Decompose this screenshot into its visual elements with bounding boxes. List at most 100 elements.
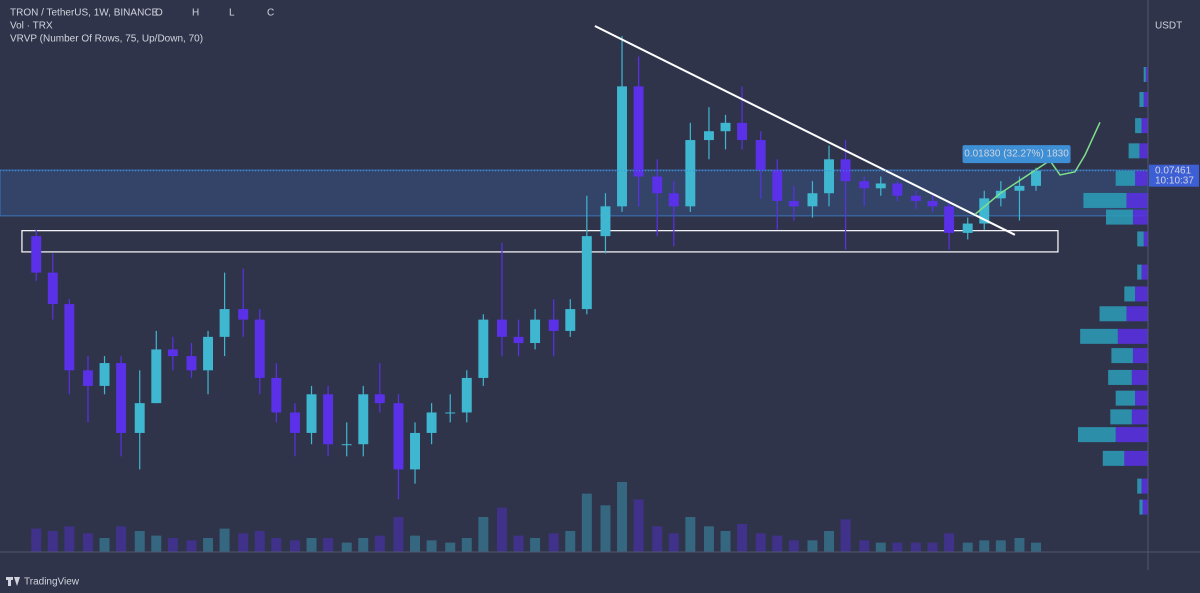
brand-logo xyxy=(6,577,20,586)
volume-bar xyxy=(374,535,385,552)
candle-body xyxy=(393,403,404,470)
vrvp-down xyxy=(1124,450,1148,466)
candle-body xyxy=(99,363,110,386)
volume-bar xyxy=(238,533,249,552)
vrvp-up xyxy=(1108,369,1132,385)
volume-bar xyxy=(47,531,58,552)
candle-body xyxy=(581,236,592,310)
vrvp-down xyxy=(1139,143,1148,159)
candle-body xyxy=(306,394,317,433)
candle-body xyxy=(840,159,851,182)
volume-bar xyxy=(617,482,627,552)
vrvp-down xyxy=(1131,369,1148,385)
volume-bar xyxy=(31,528,42,552)
zone xyxy=(0,169,1149,217)
vrvp-up xyxy=(1137,478,1142,494)
ohlc-letter: L xyxy=(229,8,235,19)
volume-bar xyxy=(1014,538,1025,552)
volume-bar xyxy=(910,542,921,552)
candle-body xyxy=(445,412,456,414)
candle-body xyxy=(134,403,145,433)
volume-bar xyxy=(859,540,870,552)
volume-bar xyxy=(788,540,799,552)
vrvp-label: VRVP (Number Of Rows, 75, Up/Down, 70) xyxy=(10,34,203,45)
candle-body xyxy=(151,349,162,404)
candle-body xyxy=(927,200,938,207)
candle-body xyxy=(859,181,870,189)
volume-bar xyxy=(290,540,300,552)
box xyxy=(21,230,1059,253)
volume-bar xyxy=(134,531,145,552)
vrvp-up xyxy=(1080,328,1118,344)
volume-bar xyxy=(306,538,317,552)
volume-bar xyxy=(393,517,404,552)
measure-label: 0.01830 (32.27%) 1830 xyxy=(964,149,1069,160)
candle-body xyxy=(824,159,834,194)
candle-body xyxy=(513,336,524,344)
candle-body xyxy=(875,183,886,189)
candle-body xyxy=(410,432,420,470)
candle-body xyxy=(323,394,334,445)
vrvp-down xyxy=(1132,348,1148,364)
vrvp-down xyxy=(1117,328,1148,344)
candle-body xyxy=(426,412,437,433)
vrvp-up xyxy=(1139,91,1144,107)
candle-body xyxy=(617,86,627,207)
candle-body xyxy=(530,319,541,344)
candle-body xyxy=(652,176,663,194)
candle-body xyxy=(31,236,42,273)
candle-body xyxy=(461,377,472,413)
volume-bar xyxy=(99,538,110,552)
volume-bar xyxy=(703,526,714,552)
candle-body xyxy=(478,319,489,378)
candle-body xyxy=(807,193,818,207)
candle-body xyxy=(167,349,178,357)
volume-bar xyxy=(755,533,766,552)
vrvp-up xyxy=(1078,427,1116,443)
candle-body xyxy=(600,206,611,237)
candle-body xyxy=(755,140,766,170)
projection-line xyxy=(974,122,1101,215)
vrvp-up xyxy=(1115,170,1136,186)
candle-body xyxy=(186,356,197,371)
vrvp-up xyxy=(1139,499,1143,515)
vrvp-down xyxy=(1126,306,1148,322)
candle-body xyxy=(271,377,282,413)
volume-bar xyxy=(203,538,213,552)
vrvp-up xyxy=(1111,348,1133,364)
volume-bar xyxy=(565,531,576,552)
volume-bar xyxy=(186,540,197,552)
candle-body xyxy=(290,412,300,433)
vrvp-up xyxy=(1110,409,1132,425)
volume-bar xyxy=(151,535,162,552)
candle-body xyxy=(219,309,230,337)
volume-bar xyxy=(323,538,334,552)
vrvp-down xyxy=(1141,264,1148,280)
volume-bar xyxy=(772,535,783,552)
volume-bar xyxy=(461,538,472,552)
last-price-label: 0.07461 xyxy=(1155,165,1192,176)
volume-bar xyxy=(824,531,834,552)
volume-bar xyxy=(720,531,731,552)
volume-bar xyxy=(445,542,456,552)
vrvp-down xyxy=(1141,118,1148,134)
trendline xyxy=(594,25,1016,236)
volume-bar xyxy=(83,533,93,552)
volume-bar xyxy=(167,538,178,552)
candle-body xyxy=(116,363,127,433)
volume-bar xyxy=(840,519,851,552)
vrvp-down xyxy=(1143,91,1148,107)
candle-body xyxy=(341,444,352,446)
candle-body xyxy=(668,193,679,207)
candle-body xyxy=(203,336,213,371)
price-axis xyxy=(1148,0,1200,570)
candle-body xyxy=(548,319,559,331)
candle-body xyxy=(374,394,385,404)
candle-body xyxy=(910,195,921,201)
vrvp-down xyxy=(1135,170,1148,186)
volume-bar xyxy=(581,493,592,552)
candle-body xyxy=(83,370,93,386)
volume-label: Vol · TRX xyxy=(10,21,53,32)
vrvp-down xyxy=(1131,409,1148,425)
